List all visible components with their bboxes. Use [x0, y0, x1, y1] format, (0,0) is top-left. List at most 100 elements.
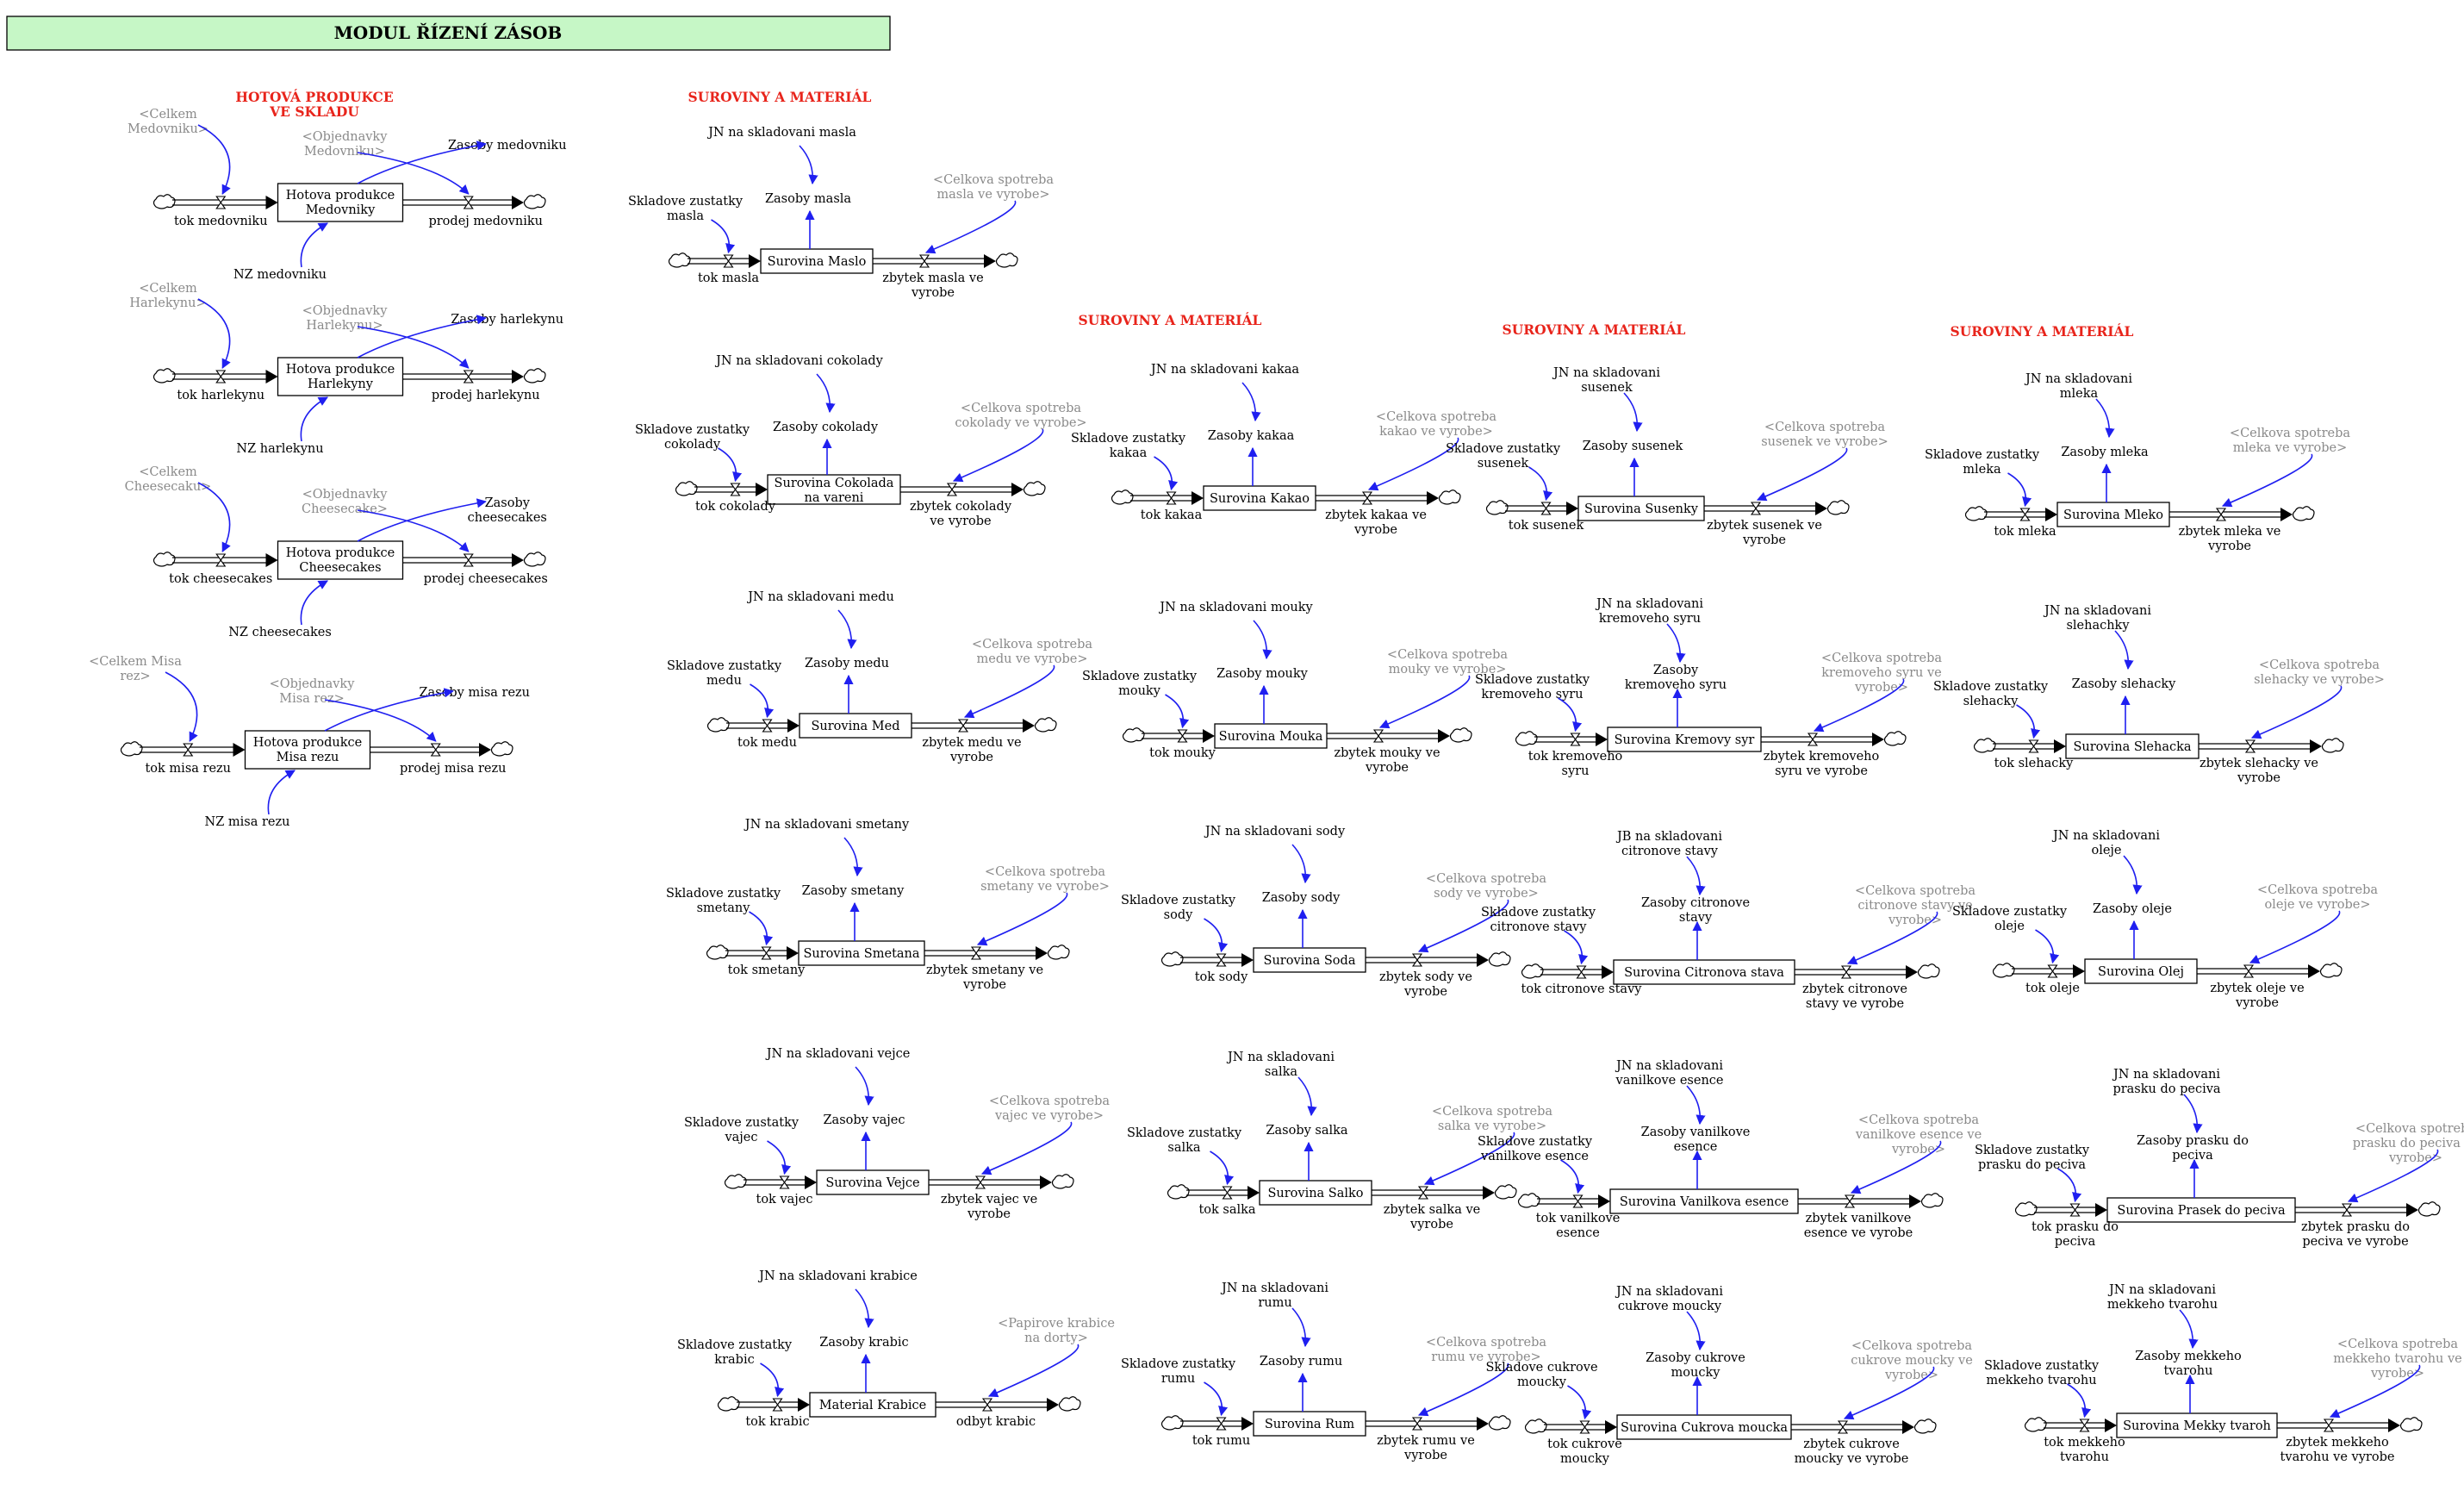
- flow-pipe: [1142, 729, 1215, 743]
- valve-icon: [1750, 502, 1762, 515]
- valve-icon: [183, 743, 194, 757]
- cloud-icon: [1449, 727, 1472, 743]
- stock-label: Surovina Mouka: [1219, 730, 1323, 744]
- causal-link: [1567, 1385, 1592, 1420]
- aux-variable-label: JN na skladovani sody: [1204, 825, 1346, 839]
- valve-icon: [1411, 953, 1423, 967]
- causal-link: [855, 1288, 874, 1329]
- stock-box: [2056, 502, 2170, 527]
- stock-box: [816, 1169, 930, 1195]
- material-module: Surovina Med tok medu zbytek medu ve vyrobe…: [667, 590, 1092, 764]
- stock-label: Surovina Smetana: [803, 947, 919, 961]
- stock-box: [1577, 496, 1705, 521]
- causal-link: [165, 671, 198, 743]
- causal-link: [2250, 685, 2343, 739]
- valve-icon: [2069, 1203, 2081, 1217]
- aux-variable-label: Zasoby medu: [805, 657, 889, 670]
- causal-link: [357, 326, 470, 369]
- valve-icon: [723, 254, 734, 268]
- stock-label: Surovina Rum: [1265, 1418, 1355, 1431]
- inflow-label: tok slehacky: [1994, 757, 2075, 770]
- cloud-icon: [2024, 1417, 2047, 1432]
- aux-variable-label: JN na skladovani masla: [706, 126, 856, 140]
- causal-link: [1813, 678, 1905, 733]
- stock-label: Surovina Cukrova moucka: [1621, 1421, 1788, 1435]
- inflow-label: tok rumu: [1192, 1434, 1250, 1448]
- causal-link: [976, 892, 1068, 946]
- inflow-label: tok kremoveho syru: [1528, 750, 1623, 778]
- inflow-label: tok vanilkove esence: [1536, 1212, 1621, 1240]
- aux-variable-label: Zasoby oleje: [2093, 902, 2172, 916]
- inflow-label: tok harlekynu: [177, 389, 264, 402]
- causal-link: [2249, 910, 2341, 964]
- causal-link: [952, 428, 1044, 483]
- flow-pipe: [1366, 1417, 1489, 1431]
- stock-box: [277, 357, 404, 396]
- outflow-label: zbytek cokolady ve vyrobe: [910, 500, 1012, 528]
- material-module: Surovina Rum tok rumu zbytek rumu ve vyrobe…: [1121, 1281, 1546, 1462]
- stock-label: Surovina Kremovy syr: [1615, 733, 1755, 747]
- causal-link: [2067, 1383, 2092, 1419]
- valve-icon: [2047, 964, 2058, 978]
- outflow-label: prodej misa rezu: [400, 762, 506, 776]
- causal-link: [2035, 929, 2060, 964]
- aux-variable-label: JN na skladovani mleka: [2024, 372, 2132, 401]
- product-module: Hotova produkce Medovniky tok medovniku pro…: [128, 108, 567, 282]
- valve-icon: [1361, 491, 1373, 505]
- stock-label: Surovina Vejce: [825, 1176, 919, 1190]
- aux-variable-label: Zasoby masla: [765, 192, 851, 206]
- outflow-label: odbyt krabic: [956, 1415, 1036, 1429]
- aux-variable-label: Skladove zustatky slehacky: [1933, 680, 2049, 708]
- causal-link: [2183, 1094, 2203, 1134]
- valve-icon: [215, 370, 227, 383]
- outflow-label: zbytek prasku do peciva ve vyrobe: [2301, 1220, 2410, 1249]
- aux-variable-label: Zasoby vajec: [823, 1113, 905, 1127]
- outflow-label: zbytek mekkeho tvarohu ve vyrobe: [2280, 1436, 2395, 1464]
- flow-pipe: [2012, 964, 2085, 978]
- aux-variable-label: Zasoby slehacky: [2072, 677, 2177, 691]
- stock-box: [1613, 959, 1795, 985]
- valve-icon: [761, 946, 772, 960]
- cloud-icon: [1826, 500, 1850, 515]
- aux-variable-label: NZ harlekynu: [236, 442, 323, 456]
- shadow-variable-label: <Celkova spotrebaprasku do peciva vevyro…: [2353, 1122, 2464, 1165]
- cloud-icon: [1973, 738, 1996, 753]
- shadow-variable-label: <Objednavky Harlekynu>: [302, 304, 389, 333]
- cloud-icon: [1517, 1193, 1540, 1208]
- cloud-icon: [1920, 1193, 1944, 1208]
- stock-label: Surovina Citronova stava: [1624, 966, 1784, 980]
- causal-link: [357, 140, 487, 184]
- valve-icon: [918, 254, 930, 268]
- aux-variable-label: Zasoby misa rezu: [419, 686, 530, 700]
- outflow-label: zbytek medu ve vyrobe: [922, 736, 1021, 764]
- cloud-icon: [2014, 1201, 2038, 1217]
- valve-icon: [772, 1398, 783, 1412]
- inflow-label: tok smetany: [728, 963, 806, 977]
- cloud-icon: [1034, 717, 1057, 733]
- valve-icon: [974, 1175, 986, 1189]
- shadow-variable-label: <Celkova spotreba mekkeho tvarohu ve vyrob…: [2333, 1338, 2462, 1381]
- cloud-icon: [995, 253, 1018, 268]
- cloud-icon: [1438, 489, 1461, 505]
- inflow-label: tok masla: [698, 271, 759, 285]
- flow-pipe: [900, 483, 1024, 496]
- outflow-label: prodej medovniku: [428, 215, 543, 228]
- stock-box: [277, 183, 404, 222]
- aux-variable-label: Zasoby mouky: [1216, 667, 1309, 681]
- causal-link: [1623, 392, 1643, 433]
- flow-pipe: [2199, 739, 2322, 753]
- cloud-icon: [523, 552, 546, 567]
- inflow-label: tok citronove stavy: [1521, 982, 1643, 996]
- aux-variable-label: JN na skladovani rumu: [1220, 1281, 1328, 1310]
- shadow-variable-label: <Celkova spotreba susenek ve vyrobe>: [1761, 421, 1888, 449]
- aux-variable-label: Zasoby kremoveho syru: [1625, 664, 1727, 692]
- flow-pipe: [737, 1398, 810, 1412]
- valve-icon: [1572, 1194, 1584, 1208]
- cloud-icon: [1051, 1174, 1074, 1189]
- flow-pipe: [929, 1175, 1052, 1189]
- valve-icon: [1411, 1417, 1423, 1431]
- stock-box: [1203, 485, 1316, 511]
- cloud-icon: [1023, 481, 1046, 496]
